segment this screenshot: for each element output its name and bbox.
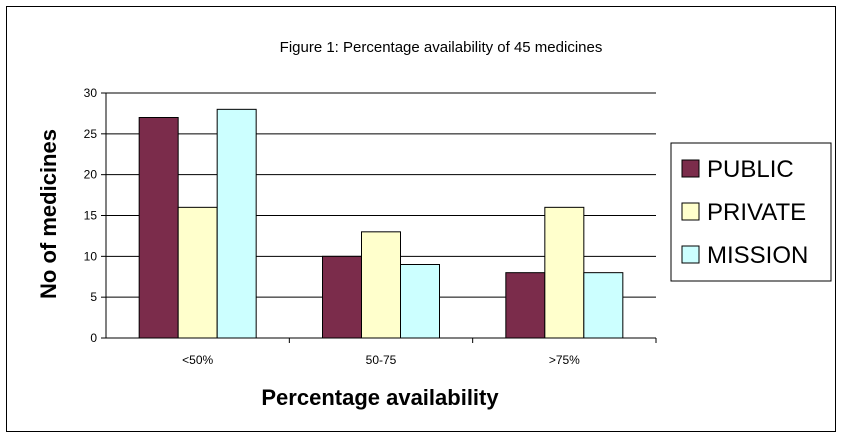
bars (138, 108, 624, 339)
y-tick-label: 10 (84, 249, 98, 263)
y-tick-labels: 0 5 10 15 20 25 30 (84, 86, 106, 345)
y-tick-label: 0 (90, 331, 97, 345)
y-tick-label: 30 (84, 86, 98, 100)
legend-label-private: PRIVATE (707, 199, 806, 226)
bar-private-0 (177, 206, 218, 339)
x-tick-label: <50% (182, 353, 213, 367)
y-tick-label: 20 (84, 168, 98, 182)
bar-mission-1 (400, 264, 440, 339)
bar-mission-0 (216, 108, 257, 339)
bar-private-1 (361, 231, 401, 339)
legend-swatch-mission (681, 245, 700, 264)
legend: PUBLIC PRIVATE MISSION (670, 142, 832, 282)
y-tick-label: 15 (84, 209, 98, 223)
x-tick-labels: <50% 50-75 >75% (182, 338, 657, 367)
bar-public-1 (322, 255, 362, 339)
y-tick-label: 25 (84, 127, 98, 141)
x-tick-label: >75% (549, 353, 580, 367)
y-tick-label: 5 (90, 290, 97, 304)
bar-public-2 (505, 272, 546, 339)
bar-private-2 (544, 206, 585, 339)
chart-title: Figure 1: Percentage availability of 45 … (280, 39, 603, 56)
legend-swatch-private (681, 202, 700, 221)
y-axis-title: No of medicines (36, 129, 61, 299)
bar-public-0 (138, 117, 179, 339)
legend-swatch-public (681, 159, 700, 178)
legend-label-public: PUBLIC (707, 156, 794, 183)
x-tick-label: 50-75 (366, 353, 397, 367)
bar-mission-2 (583, 272, 624, 339)
legend-label-mission: MISSION (707, 242, 808, 269)
x-axis-title: Percentage availability (261, 385, 499, 410)
